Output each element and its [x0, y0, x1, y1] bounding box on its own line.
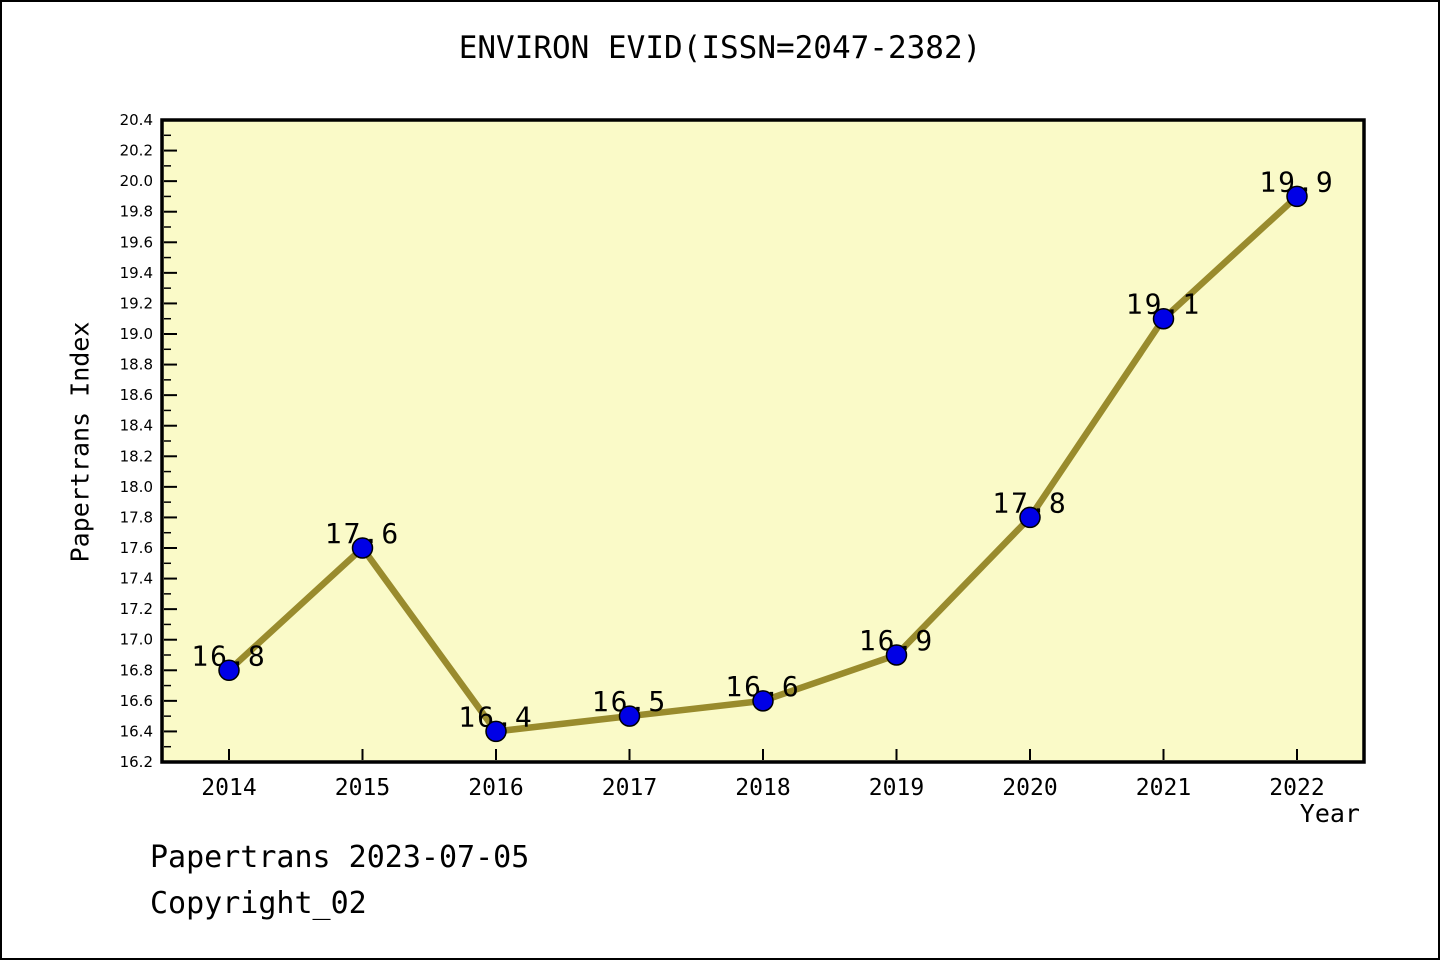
y-axis-tick-label: 18.0 [120, 478, 153, 496]
x-axis-tick-label: 2019 [869, 775, 924, 801]
y-axis-tick-label: 18.2 [120, 447, 153, 465]
footer-copyright: Copyright_02 [150, 886, 367, 921]
x-axis-label: Year [1299, 799, 1360, 828]
y-axis-tick-label: 16.8 [120, 661, 153, 679]
data-point [885, 644, 908, 666]
y-axis-tick-label: 16.6 [120, 692, 153, 710]
y-axis-tick-label: 19.4 [120, 264, 153, 282]
y-axis-tick-label: 16.4 [120, 722, 153, 740]
data-point [351, 537, 374, 559]
x-axis-tick-label: 2020 [1002, 775, 1057, 801]
chart-title: ENVIRON EVID(ISSN=2047-2382) [458, 30, 982, 66]
y-axis-tick-label: 19.2 [120, 294, 153, 312]
y-axis-tick-label: 17.8 [120, 508, 153, 526]
y-axis-tick-label: 18.4 [120, 417, 153, 435]
y-axis-tick-label: 18.6 [120, 386, 153, 404]
y-axis-tick-label: 17.6 [120, 539, 153, 557]
data-point [1019, 506, 1041, 529]
y-axis-tick-label: 19.0 [120, 325, 153, 343]
y-axis-tick-label: 16.2 [120, 753, 153, 771]
x-axis-tick-label: 2021 [1136, 775, 1191, 801]
x-axis-tick-label: 2022 [1269, 775, 1324, 801]
data-point [485, 720, 507, 743]
y-axis-tick-label: 18.8 [120, 356, 153, 374]
data-point [218, 659, 240, 682]
data-point [1152, 307, 1175, 330]
plot-area [160, 118, 1366, 764]
x-axis-tick-label: 2014 [201, 775, 256, 801]
x-axis-tick-label: 2015 [335, 775, 390, 801]
y-axis-tick-label: 20.4 [120, 111, 153, 129]
y-axis-tick-label: 17.0 [120, 631, 153, 649]
x-axis-tick-label: 2017 [602, 775, 657, 801]
y-axis-tick-label: 20.2 [120, 142, 153, 160]
data-point [1286, 185, 1308, 208]
y-axis-tick-label: 17.2 [120, 600, 153, 618]
data-point [752, 690, 774, 712]
y-axis-tick-label: 17.4 [120, 570, 153, 588]
y-axis-tick-label: 19.8 [120, 203, 153, 221]
y-axis-tick-label: 20.0 [120, 172, 153, 190]
data-point [618, 705, 641, 727]
x-axis-tick-label: 2016 [468, 775, 523, 801]
y-axis-tick-label: 19.6 [120, 233, 153, 251]
footer-source-date: Papertrans 2023-07-05 [150, 840, 530, 875]
x-axis-tick-label: 2018 [735, 775, 790, 801]
